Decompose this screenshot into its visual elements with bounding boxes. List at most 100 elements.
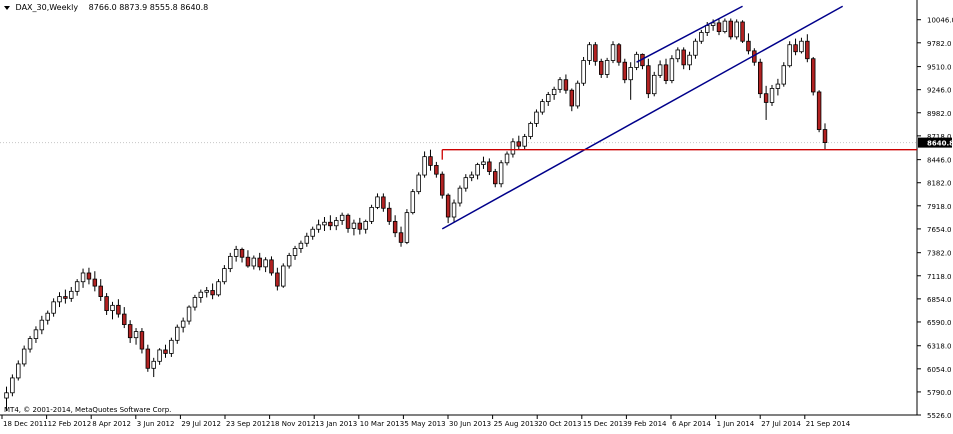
bullish-candle bbox=[610, 44, 616, 61]
bullish-candle bbox=[251, 257, 257, 267]
bullish-candle bbox=[769, 88, 775, 103]
bearish-candle bbox=[758, 61, 763, 95]
bearish-candle bbox=[746, 40, 751, 52]
bullish-candle bbox=[528, 123, 533, 137]
bearish-candle bbox=[239, 248, 245, 258]
bullish-candle bbox=[286, 255, 292, 267]
bullish-candle bbox=[534, 111, 539, 124]
bullish-candle bbox=[39, 319, 45, 331]
bullish-candle bbox=[475, 164, 480, 176]
bullish-candle bbox=[787, 44, 792, 67]
bullish-candle bbox=[133, 331, 139, 339]
y-tick-label: 8446.0 bbox=[927, 157, 952, 165]
bullish-candle bbox=[69, 290, 74, 299]
bullish-candle bbox=[699, 32, 704, 42]
bearish-candle bbox=[357, 222, 363, 230]
copyright-notice: MT4, © 2001-2014, MetaQuotes Software Co… bbox=[4, 406, 172, 414]
bearish-candle bbox=[387, 207, 392, 222]
bearish-candle bbox=[434, 165, 439, 175]
bullish-candle bbox=[175, 326, 180, 341]
bearish-candle bbox=[428, 156, 433, 166]
bearish-candle bbox=[245, 256, 251, 267]
x-tick-label: 5 May 2013 bbox=[404, 420, 445, 428]
bullish-candle bbox=[151, 360, 156, 369]
bullish-candle bbox=[404, 212, 410, 243]
bearish-candle bbox=[445, 194, 451, 218]
bullish-candle bbox=[710, 22, 716, 26]
bullish-candle bbox=[192, 297, 198, 308]
bullish-candle bbox=[292, 248, 298, 256]
bullish-candle bbox=[799, 40, 804, 53]
bearish-candle bbox=[92, 278, 98, 287]
bullish-candle bbox=[16, 363, 21, 379]
y-tick-label: 9246.0 bbox=[927, 87, 952, 95]
bullish-candle bbox=[198, 291, 204, 298]
x-tick-label: 29 Jul 2012 bbox=[181, 420, 221, 428]
x-tick-label: 20 Oct 2013 bbox=[538, 420, 581, 428]
bullish-candle bbox=[157, 349, 162, 362]
bearish-candle bbox=[86, 272, 92, 280]
current-price-marker bbox=[918, 137, 952, 148]
lower-channel-line bbox=[441, 5, 844, 230]
bearish-candle bbox=[816, 91, 822, 130]
bullish-candle bbox=[451, 202, 457, 218]
y-tick-label: 8182.0 bbox=[927, 180, 952, 188]
bearish-candle bbox=[163, 349, 168, 354]
bearish-candle bbox=[63, 296, 68, 299]
bullish-candle bbox=[222, 268, 227, 283]
bullish-candle bbox=[216, 281, 221, 296]
bullish-candle bbox=[481, 161, 486, 165]
bearish-candle bbox=[275, 272, 280, 287]
bearish-candle bbox=[716, 22, 722, 33]
bullish-candle bbox=[652, 74, 657, 95]
bullish-candle bbox=[334, 220, 339, 227]
bearish-candle bbox=[793, 44, 798, 53]
y-tick-label: 7118.0 bbox=[927, 273, 952, 281]
bearish-candle bbox=[740, 21, 745, 42]
bullish-candle bbox=[705, 25, 710, 33]
x-tick-label: 30 Jun 2013 bbox=[449, 420, 491, 428]
bearish-candle bbox=[616, 44, 622, 63]
upper-channel-line bbox=[636, 5, 743, 63]
bullish-candle bbox=[551, 88, 557, 95]
bearish-candle bbox=[145, 348, 151, 369]
bullish-candle bbox=[410, 191, 416, 214]
bullish-candle bbox=[734, 21, 739, 38]
x-tick-label: 9 Feb 2014 bbox=[627, 420, 667, 428]
x-tick-label: 1 Jun 2014 bbox=[717, 420, 755, 428]
bullish-candle bbox=[304, 235, 310, 244]
bullish-candle bbox=[339, 214, 345, 221]
bearish-candle bbox=[392, 220, 398, 234]
x-tick-label: 15 Dec 2013 bbox=[583, 420, 628, 428]
bearish-candle bbox=[122, 313, 127, 325]
x-tick-label: 6 Apr 2014 bbox=[672, 420, 711, 428]
bullish-candle bbox=[587, 44, 592, 61]
bullish-candle bbox=[675, 49, 681, 60]
bullish-candle bbox=[10, 377, 15, 394]
bullish-candle bbox=[228, 255, 233, 270]
bullish-candle bbox=[422, 156, 427, 176]
bullish-candle bbox=[722, 20, 728, 33]
bullish-candle bbox=[781, 65, 787, 85]
bullish-candle bbox=[298, 242, 304, 249]
bearish-candle bbox=[257, 257, 262, 268]
bullish-candle bbox=[74, 281, 80, 292]
bullish-candle bbox=[233, 248, 239, 257]
y-tick-label: 6318.0 bbox=[927, 343, 952, 351]
bearish-candle bbox=[763, 93, 769, 103]
y-tick-label: 7382.0 bbox=[927, 250, 952, 258]
bearish-candle bbox=[622, 61, 628, 81]
bearish-candle bbox=[569, 89, 575, 107]
dropdown-triangle-icon[interactable] bbox=[4, 5, 10, 10]
bearish-candle bbox=[593, 44, 598, 62]
bullish-candle bbox=[169, 339, 174, 354]
bullish-candle bbox=[416, 174, 421, 193]
bearish-candle bbox=[728, 20, 734, 38]
bearish-candle bbox=[398, 232, 404, 243]
x-tick-label: 12 Feb 2012 bbox=[48, 420, 92, 428]
y-tick-label: 6590.0 bbox=[927, 319, 952, 327]
bearish-candle bbox=[487, 161, 492, 172]
bullish-candle bbox=[186, 306, 192, 322]
